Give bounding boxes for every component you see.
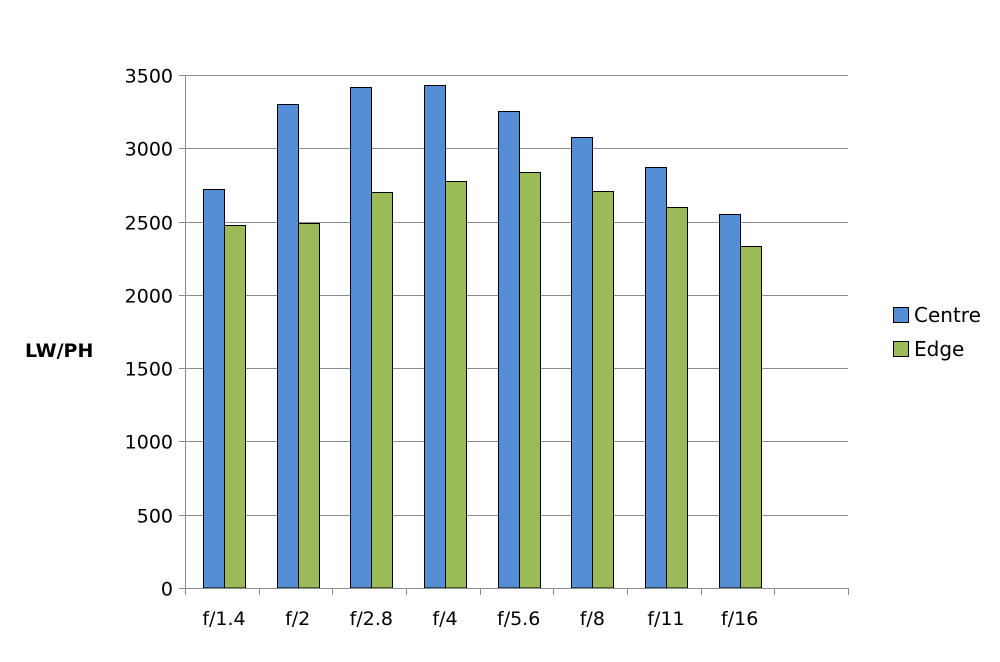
- bar-centre-f2: [277, 104, 299, 589]
- x-tick-label: f/2.8: [350, 608, 393, 630]
- y-axis-title: LW/PH: [25, 340, 93, 362]
- x-tick-label: f/1.4: [202, 608, 245, 630]
- bar-centre-f11: [645, 167, 667, 589]
- legend-swatch-centre: [893, 307, 909, 323]
- x-tick-label: f/2: [285, 608, 310, 630]
- y-tick-label: 1500: [125, 359, 173, 381]
- bar-centre-f56: [498, 111, 520, 589]
- bar-centre-f28: [350, 87, 372, 589]
- legend-label-edge: Edge: [914, 337, 964, 361]
- axes: [185, 75, 849, 595]
- y-tick-label: 3500: [125, 66, 173, 88]
- y-tick-label: 500: [137, 506, 173, 528]
- bar-edge-f28: [371, 192, 393, 589]
- x-tick-label: f/8: [580, 608, 605, 630]
- y-tick-label: 2500: [125, 213, 173, 235]
- x-tick-label: f/4: [432, 608, 457, 630]
- legend: Centre Edge: [893, 303, 981, 361]
- bar-centre-f8: [571, 137, 593, 589]
- x-tick-label: f/11: [647, 608, 684, 630]
- bars: [203, 85, 762, 589]
- bar-edge-f2: [298, 223, 320, 589]
- bar-edge-f56: [519, 172, 541, 589]
- bar-centre-f4: [424, 85, 446, 589]
- bar-edge-f16: [740, 246, 762, 589]
- bar-edge-f4: [445, 181, 467, 589]
- legend-swatch-edge: [893, 341, 909, 357]
- y-tick-label: 2000: [125, 286, 173, 308]
- bar-centre-f14: [203, 189, 225, 589]
- bar-centre-f16: [719, 214, 741, 589]
- x-tick-labels: f/1.4 f/2 f/2.8 f/4 f/5.6 f/8 f/11 f/16: [202, 608, 758, 630]
- y-tick-label: 1000: [125, 432, 173, 454]
- y-tick-labels: 0 500 1000 1500 2000 2500 3000 3500: [125, 66, 173, 601]
- y-tick-label: 0: [161, 579, 173, 601]
- bar-edge-f11: [666, 207, 688, 589]
- x-tick-label: f/5.6: [497, 608, 540, 630]
- bar-edge-f8: [592, 191, 614, 589]
- y-tick-label: 3000: [125, 139, 173, 161]
- legend-label-centre: Centre: [914, 303, 981, 327]
- x-tick-label: f/16: [721, 608, 758, 630]
- bar-edge-f14: [224, 225, 246, 589]
